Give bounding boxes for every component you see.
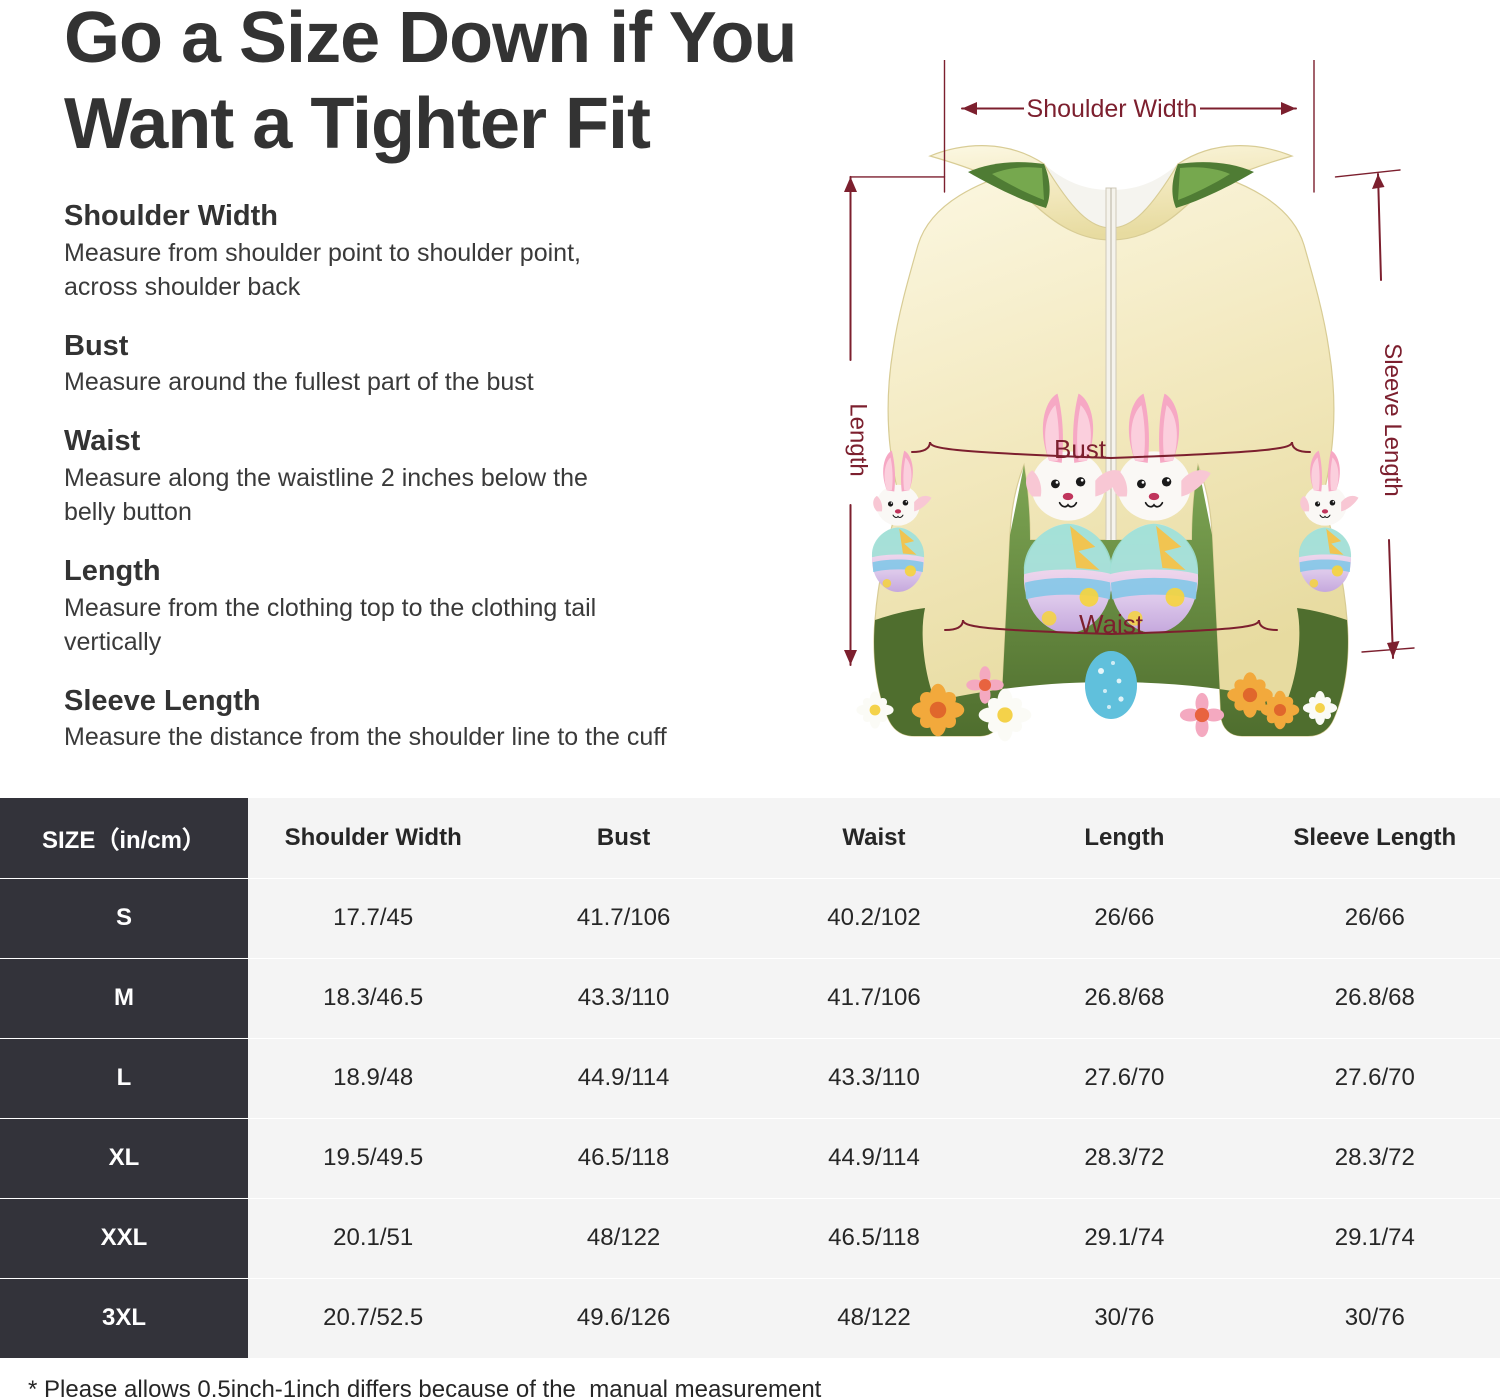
svg-text:Length: Length xyxy=(845,403,872,476)
svg-text:Bust: Bust xyxy=(1054,434,1107,464)
svg-text:Shoulder Width: Shoulder Width xyxy=(1027,95,1198,123)
svg-text:Waist: Waist xyxy=(1079,609,1144,639)
svg-text:Sleeve Length: Sleeve Length xyxy=(1379,343,1406,496)
